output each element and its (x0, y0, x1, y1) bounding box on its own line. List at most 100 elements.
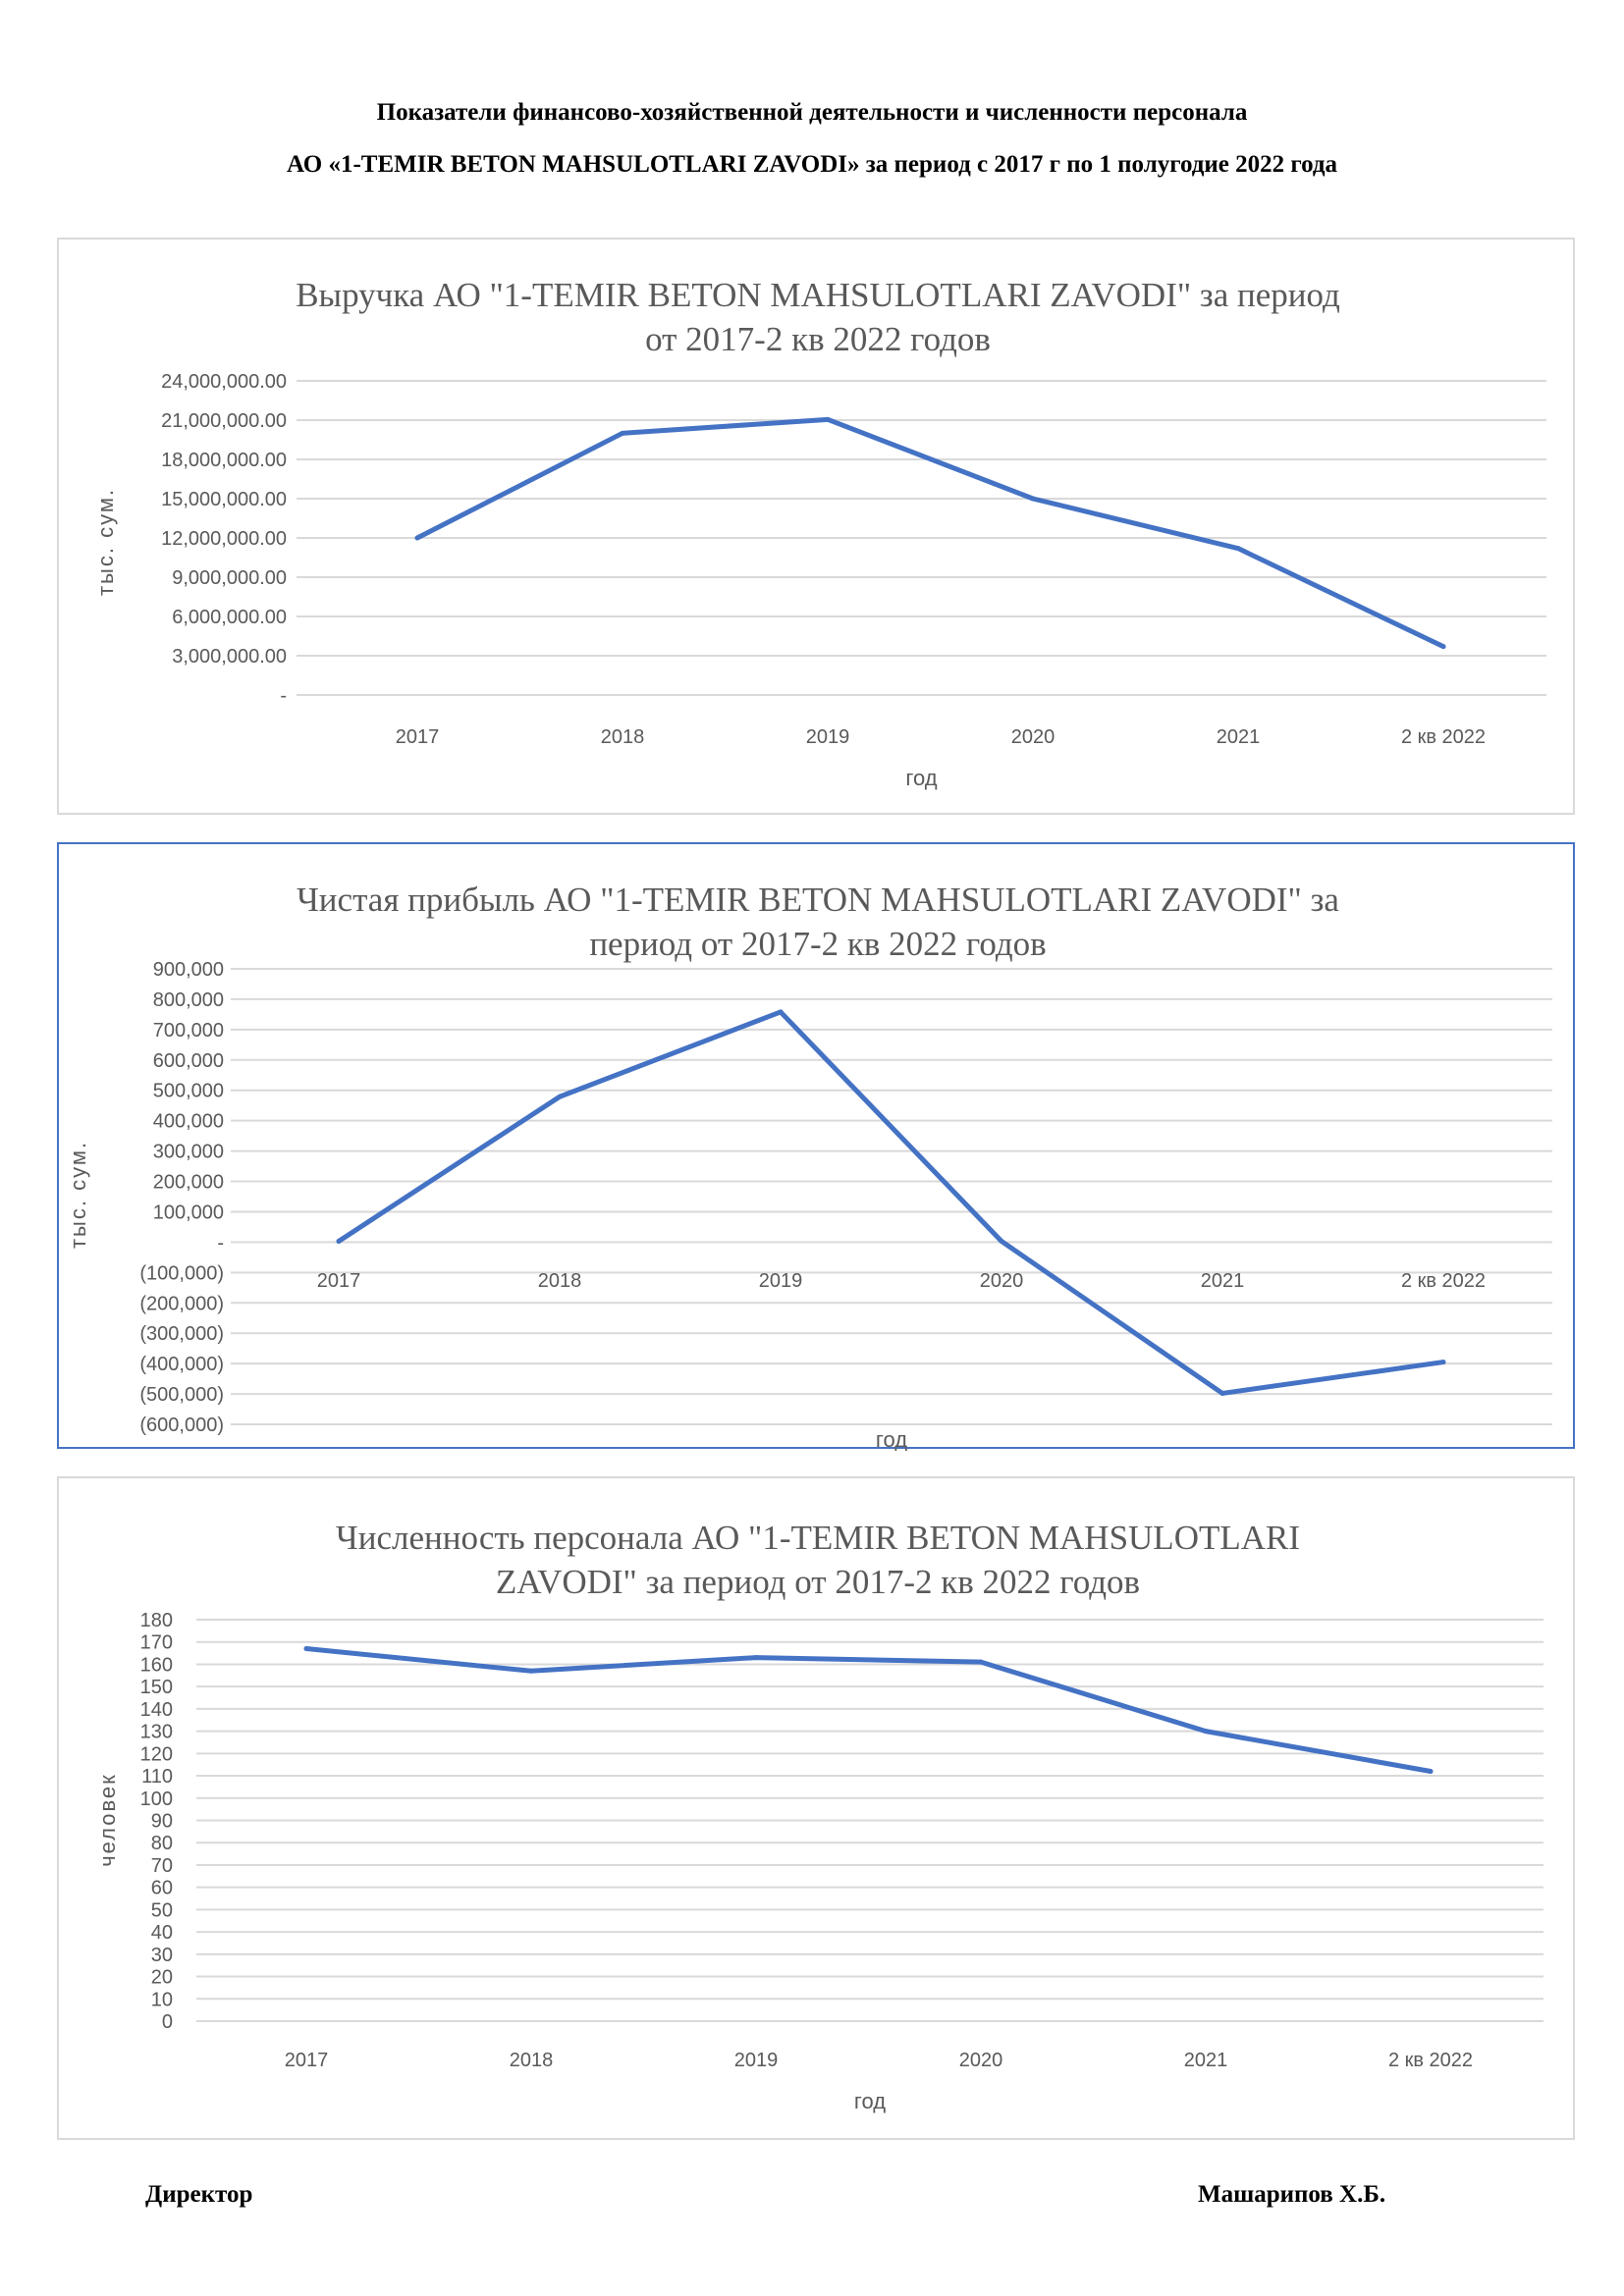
y-tick-label: 170 (140, 1632, 173, 1654)
staff-count-chart[interactable]: Численность персонала АО "1-TEMIR BETON … (57, 1476, 1575, 2140)
y-tick-label: 100 (140, 1789, 173, 1810)
data-point[interactable] (978, 1659, 984, 1665)
y-tick-label: 20 (151, 1967, 173, 1989)
x-tick-label: 2 кв 2022 (1401, 726, 1486, 748)
y-axis-title: тыс. сум. (93, 488, 118, 596)
y-tick-label: 90 (151, 1811, 173, 1833)
data-point[interactable] (1030, 496, 1036, 502)
x-tick-label: 2017 (396, 726, 440, 748)
y-tick-label: - (217, 1232, 224, 1254)
y-tick-label: 180 (140, 1610, 173, 1631)
data-point[interactable] (414, 535, 420, 541)
x-axis-title: год (905, 766, 937, 790)
y-tick-label: 24,000,000.00 (161, 371, 287, 393)
y-tick-label: 0 (162, 2011, 173, 2033)
x-tick-label: 2019 (806, 726, 850, 748)
y-tick-label: 160 (140, 1654, 173, 1676)
chart-title-line: Выручка АО "1-TEMIR BETON MAHSULOTLARI Z… (296, 276, 1340, 314)
y-tick-label: 80 (151, 1833, 173, 1854)
y-tick-label: (200,000) (139, 1293, 224, 1314)
series-line[interactable] (414, 416, 1446, 650)
x-tick-label: 2021 (1217, 726, 1261, 748)
x-tick-label: 2021 (1184, 2050, 1228, 2071)
data-point[interactable] (1428, 1769, 1434, 1775)
x-axis-title: год (854, 2089, 886, 2113)
y-tick-label: 18,000,000.00 (161, 450, 287, 471)
chart-svg: Чистая прибыль АО "1-TEMIR BETON MAHSULO… (66, 881, 1552, 1451)
data-point[interactable] (557, 1094, 563, 1099)
y-tick-label: 130 (140, 1722, 173, 1743)
x-axis-title: год (876, 1427, 907, 1451)
y-tick-label: 9,000,000.00 (172, 567, 287, 589)
y-tick-label: 40 (151, 1922, 173, 1944)
y-tick-label: (300,000) (139, 1323, 224, 1345)
x-tick-label: 2018 (538, 1270, 582, 1292)
chart-title-line: Численность персонала АО "1-TEMIR BETON … (336, 1519, 1300, 1557)
data-point[interactable] (778, 1009, 784, 1015)
report-subtitle: АО «1-TEMIR BETON MAHSULOTLARI ZAVODI» з… (286, 151, 1338, 178)
y-tick-label: 500,000 (153, 1081, 224, 1102)
data-point[interactable] (1440, 644, 1446, 650)
x-tick-label: 2019 (759, 1270, 803, 1292)
chart-title-line: ZAVODI" за период от 2017-2 кв 2022 годо… (496, 1563, 1140, 1601)
y-tick-label: 300,000 (153, 1142, 224, 1163)
x-tick-label: 2020 (980, 1270, 1024, 1292)
y-axis-title: тыс. сум. (66, 1141, 90, 1249)
data-point[interactable] (753, 1655, 759, 1661)
x-tick-label: 2017 (317, 1270, 361, 1292)
x-tick-label: 2 кв 2022 (1388, 2050, 1473, 2071)
y-tick-label: 30 (151, 1945, 173, 1966)
y-tick-label: 110 (141, 1766, 173, 1788)
chart-svg: Численность персонала АО "1-TEMIR BETON … (95, 1519, 1543, 2113)
y-tick-label: (500,000) (139, 1384, 224, 1406)
y-tick-label: 3,000,000.00 (172, 646, 287, 667)
series-line[interactable] (336, 1009, 1446, 1396)
data-point[interactable] (620, 430, 625, 436)
data-point[interactable] (999, 1238, 1004, 1244)
y-tick-label: (100,000) (139, 1262, 224, 1284)
y-tick-label: - (280, 685, 287, 707)
y-tick-label: 150 (140, 1677, 173, 1698)
report-title: Показатели финансово-хозяйственной деяте… (376, 99, 1248, 126)
x-tick-label: 2018 (601, 726, 645, 748)
y-tick-label: (600,000) (139, 1415, 224, 1436)
data-point[interactable] (1440, 1360, 1446, 1365)
data-point[interactable] (1203, 1729, 1209, 1735)
y-tick-label: 600,000 (153, 1050, 224, 1072)
data-point[interactable] (1219, 1390, 1225, 1396)
revenue-chart[interactable]: Выручка АО "1-TEMIR BETON MAHSULOTLARI Z… (57, 238, 1575, 815)
data-point[interactable] (303, 1646, 309, 1652)
x-tick-label: 2020 (1011, 726, 1056, 748)
x-tick-label: 2020 (959, 2050, 1003, 2071)
x-tick-label: 2019 (734, 2050, 779, 2071)
net-profit-chart[interactable]: Чистая прибыль АО "1-TEMIR BETON MAHSULO… (57, 842, 1575, 1451)
y-tick-label: 100,000 (153, 1201, 224, 1223)
y-tick-label: 700,000 (153, 1020, 224, 1041)
chart-svg: Выручка АО "1-TEMIR BETON MAHSULOTLARI Z… (93, 276, 1546, 790)
y-tick-label: 200,000 (153, 1172, 224, 1194)
data-point[interactable] (825, 416, 831, 422)
x-tick-label: 2021 (1201, 1270, 1245, 1292)
y-tick-label: 50 (151, 1899, 173, 1921)
y-tick-label: 140 (140, 1699, 173, 1721)
data-point[interactable] (1235, 546, 1241, 552)
chart-title-line: Чистая прибыль АО "1-TEMIR BETON MAHSULO… (297, 881, 1339, 919)
y-tick-label: 120 (140, 1743, 173, 1765)
x-tick-label: 2018 (510, 2050, 554, 2071)
y-tick-label: (400,000) (139, 1354, 224, 1375)
y-tick-label: 10 (151, 1989, 173, 2010)
x-tick-label: 2 кв 2022 (1401, 1270, 1486, 1292)
x-tick-label: 2017 (285, 2050, 329, 2071)
y-axis-title: человек (95, 1773, 120, 1867)
y-tick-label: 21,000,000.00 (161, 410, 287, 432)
y-tick-label: 12,000,000.00 (161, 528, 287, 550)
y-tick-label: 15,000,000.00 (161, 489, 287, 510)
y-tick-label: 400,000 (153, 1111, 224, 1133)
chart-title-line: период от 2017-2 кв 2022 годов (589, 925, 1046, 963)
data-point[interactable] (336, 1238, 342, 1244)
y-tick-label: 900,000 (153, 959, 224, 981)
data-point[interactable] (528, 1668, 534, 1674)
y-tick-label: 70 (151, 1855, 173, 1877)
y-tick-label: 6,000,000.00 (172, 607, 287, 628)
series-line[interactable] (303, 1646, 1434, 1775)
